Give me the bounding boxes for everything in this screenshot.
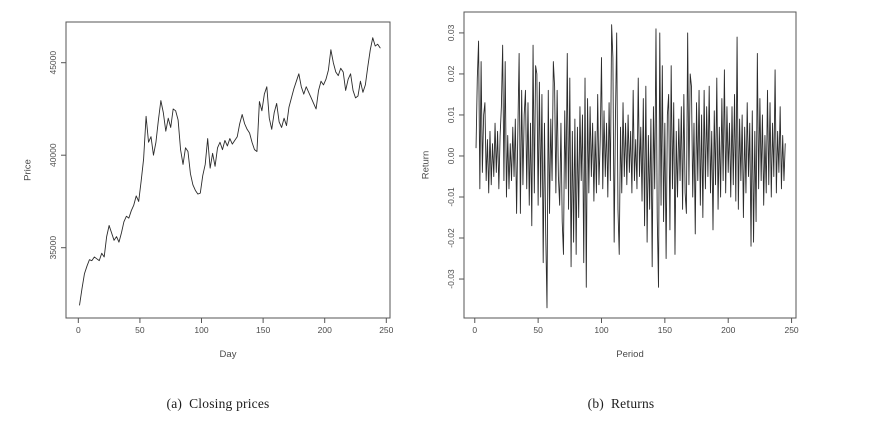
y-axis-tick-label: -0.02 [446, 228, 456, 248]
y-axis-tick-label: -0.01 [446, 187, 456, 207]
x-axis-tick-label: 250 [379, 325, 393, 335]
chart-a: 0 50 100 150 200 250 35000 40000 45000 Day Price [23, 21, 394, 360]
x-axis-tick-label: 100 [594, 325, 608, 335]
caption-b-tag: (b) [587, 396, 604, 411]
plot-box [463, 11, 797, 319]
caption-returns: (b) Returns [588, 396, 655, 412]
x-axis-tick-label: 0 [76, 325, 81, 335]
caption-closing-prices: (a) Closing prices [166, 396, 269, 412]
chart-b: 0 50 100 150 200 250 0.03 0.02 0.01 0.00 -0.01 -0.0… [421, 11, 799, 360]
y-axis-title: Return [421, 151, 432, 180]
x-axis-title: Day [220, 349, 237, 360]
caption-a-tag: (a) [166, 396, 183, 411]
plot-box [65, 21, 391, 319]
y-axis-tick-label: 0.03 [446, 24, 456, 41]
caption-a-text: Closing prices [189, 396, 270, 411]
x-axis-tick-label: 200 [721, 325, 735, 335]
y-axis-tick-label: 0.01 [446, 106, 456, 123]
x-axis-tick-label: 250 [784, 325, 798, 335]
x-axis-tick-label: 100 [194, 325, 208, 335]
x-axis-tick-label: 0 [472, 325, 477, 335]
price-series-line [79, 37, 381, 306]
y-axis-tick-label: 0.00 [446, 147, 456, 164]
y-axis-tick-label: 45000 [48, 51, 58, 75]
y-axis-tick-label: -0.03 [446, 269, 456, 289]
x-axis-tick-label: 150 [658, 325, 672, 335]
x-axis-title: Period [616, 349, 643, 360]
caption-b-text: Returns [610, 396, 655, 411]
y-axis-tick-label: 40000 [48, 143, 58, 167]
x-axis-tick-label: 150 [256, 325, 270, 335]
y-axis-title: Price [23, 159, 34, 181]
returns-series-line [475, 24, 786, 309]
y-axis-tick-label: 0.02 [446, 65, 456, 82]
charts-canvas: 0 50 100 150 200 250 35000 40000 45000 Day Price 0 5… [23, 11, 799, 360]
x-axis-tick-label: 50 [533, 325, 543, 335]
x-axis-tick-label: 50 [135, 325, 145, 335]
x-axis-tick-label: 200 [318, 325, 332, 335]
y-axis-tick-label: 35000 [48, 236, 58, 260]
